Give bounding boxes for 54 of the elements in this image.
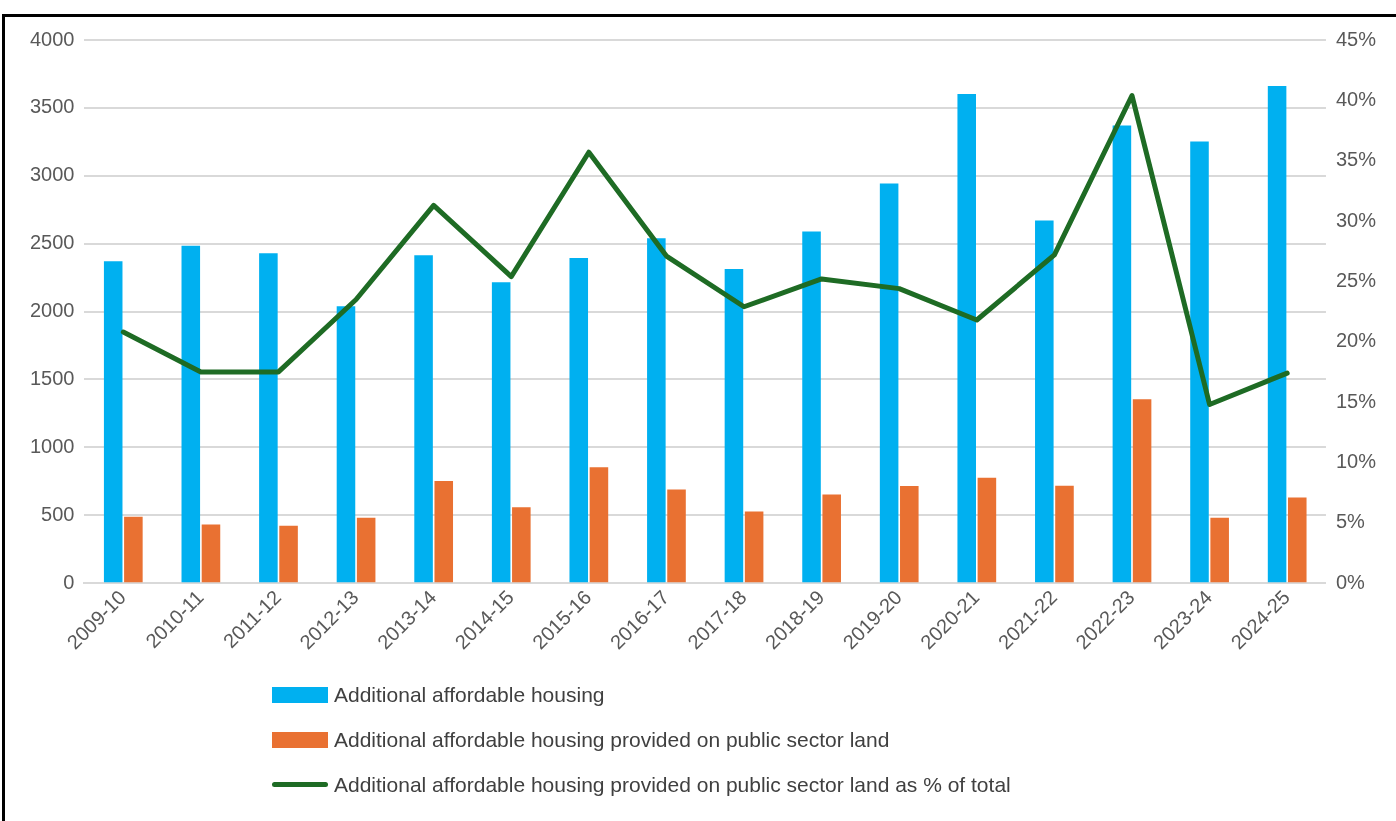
legend-label: Additional affordable housing provided on public sector land <box>334 727 890 752</box>
bar <box>1190 141 1209 583</box>
legend-label: Additional affordable housing provided on public sector land as % of total <box>334 772 1011 797</box>
bar <box>977 477 997 583</box>
bar <box>201 524 221 583</box>
bar <box>1210 517 1229 583</box>
bar <box>879 183 899 583</box>
y2-tick-label: 15% <box>1335 389 1377 412</box>
bar <box>1112 125 1132 583</box>
bar <box>103 261 123 583</box>
bar <box>434 481 454 583</box>
bar <box>1035 220 1054 583</box>
y2-tick-label: 35% <box>1335 148 1377 171</box>
y2-tick-label: 40% <box>1335 87 1377 110</box>
y-tick-label: 2500 <box>29 231 75 254</box>
bar <box>491 282 511 583</box>
bar <box>356 517 376 583</box>
bar <box>589 467 609 583</box>
y-tick-label: 0 <box>63 570 75 593</box>
bar <box>1132 399 1152 583</box>
y-tick-label: 4000 <box>29 27 75 50</box>
y-tick-label: 2000 <box>29 299 75 322</box>
y2-tick-label: 5% <box>1335 510 1366 533</box>
y-tick-label: 1000 <box>29 434 75 457</box>
y2-tick-label: 0% <box>1335 570 1366 593</box>
y2-tick-label: 20% <box>1335 329 1377 352</box>
bar <box>647 238 666 583</box>
bar <box>279 525 298 583</box>
bar <box>667 489 686 583</box>
bar <box>259 253 278 583</box>
bar <box>802 231 821 583</box>
bar <box>512 507 531 583</box>
legend-label: Additional affordable housing <box>334 682 605 707</box>
y2-tick-label: 10% <box>1335 449 1377 472</box>
bar <box>957 94 976 583</box>
y-tick-label: 3500 <box>29 95 75 118</box>
y-tick-label: 3000 <box>29 163 75 186</box>
y-tick-label: 1500 <box>29 366 75 389</box>
bar <box>1287 497 1307 583</box>
y-tick-label: 500 <box>41 502 75 525</box>
bar <box>822 494 841 583</box>
bar <box>336 306 356 583</box>
bar <box>1055 485 1074 583</box>
y2-tick-label: 25% <box>1335 268 1377 291</box>
bar <box>900 486 919 583</box>
bar <box>181 245 201 583</box>
bar <box>724 269 744 583</box>
bar <box>744 511 764 583</box>
y2-tick-label: 30% <box>1335 208 1377 231</box>
y2-tick-label: 45% <box>1335 27 1377 50</box>
bar <box>124 516 143 583</box>
bar <box>1267 86 1287 583</box>
bar <box>414 255 433 583</box>
bar <box>569 257 589 583</box>
